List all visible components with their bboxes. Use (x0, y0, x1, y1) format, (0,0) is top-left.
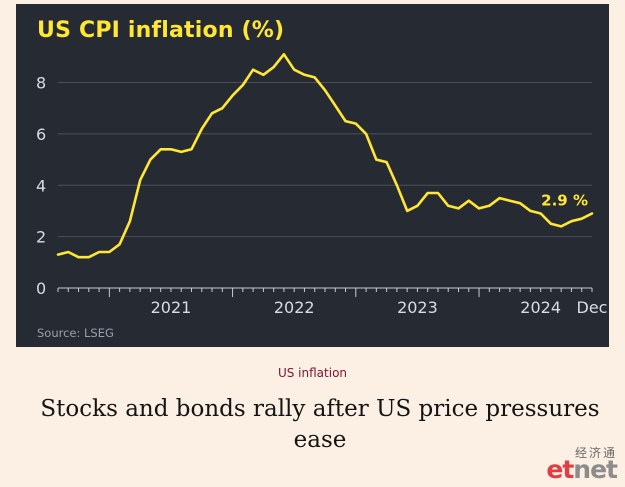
y-tick-label-4: 4 (36, 176, 46, 195)
article-kicker[interactable]: US inflation (277, 366, 348, 380)
x-tick-label-dec: Dec (577, 298, 608, 317)
x-tick-label-2022: 2022 (274, 298, 315, 317)
chart-title: US CPI inflation (%) (37, 18, 285, 43)
cpi-line-chart: 0 2 4 6 8 2021 2022 2023 2024 Dec 2.9 % (36, 53, 608, 317)
x-tick-label-2021: 2021 (151, 298, 192, 317)
article-headline[interactable]: Stocks and bonds rally after US price pr… (40, 396, 600, 453)
end-value-annotation: 2.9 % (541, 192, 588, 210)
y-tick-label-8: 8 (36, 74, 46, 93)
x-tick-label-2023: 2023 (397, 298, 438, 317)
y-tick-label-0: 0 (36, 279, 46, 298)
chart-source: Source: LSEG (37, 326, 114, 340)
logo-chinese-text: 经济通 (574, 446, 617, 460)
y-tick-label-2: 2 (36, 228, 46, 247)
x-tick-label-2024: 2024 (520, 298, 561, 317)
etnet-logo: etnet (546, 455, 618, 484)
cpi-series-line (56, 53, 594, 259)
y-tick-label-6: 6 (36, 125, 46, 144)
logo-et: et (546, 455, 574, 484)
logo-net: net (573, 455, 618, 484)
chart-card: US CPI inflation (%) 0 2 4 6 8 2021 2022 2023 20… (16, 4, 609, 347)
